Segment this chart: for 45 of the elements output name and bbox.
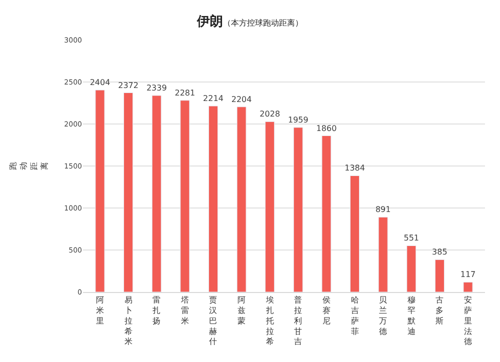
x-tick-label: 古多斯: [436, 296, 444, 326]
x-tick-label: 安萨里法德: [464, 296, 472, 346]
bar: [434, 259, 444, 292]
data-label: 2404: [90, 78, 110, 88]
x-tick-label: 贾汉巴赫什: [209, 296, 218, 346]
x-tick-label: 侯赛尼: [322, 296, 330, 326]
data-label: 117: [460, 270, 476, 280]
data-label: 2204: [231, 94, 252, 104]
x-tick-label: 阿兹蒙: [238, 296, 246, 326]
x-tick-label: 穆罕默迪: [406, 296, 416, 336]
x-tick-label: 塔雷米: [180, 296, 189, 326]
chart-title: 伊朗: [196, 13, 223, 30]
data-label: 2339: [146, 84, 167, 93]
chart-subtitle: （本方控球跑动距离）: [223, 18, 303, 28]
bar: [322, 136, 332, 292]
y-axis-title: 跑动距离: [8, 162, 49, 170]
data-label: 1860: [316, 124, 337, 133]
x-tick-label: 雷扎扬: [152, 296, 161, 326]
data-label: 2214: [203, 94, 224, 104]
data-label: 2372: [118, 80, 138, 90]
bar: [378, 216, 388, 292]
bar: [95, 90, 105, 292]
x-tick-label: 普拉利甘吉: [294, 296, 302, 346]
bar: [180, 100, 190, 292]
data-label: 2281: [174, 88, 196, 98]
bar: [124, 92, 134, 292]
bar: [236, 106, 246, 292]
x-tick-label: 易卜拉希米: [124, 296, 132, 346]
bar: [293, 127, 303, 292]
bar: [350, 175, 360, 292]
data-label: 551: [404, 234, 420, 243]
bar: [406, 245, 416, 292]
data-label: 1384: [344, 164, 365, 173]
x-tick-label: 埃扎托拉希: [264, 296, 274, 346]
bar: [265, 121, 275, 292]
bar: [463, 282, 473, 292]
data-label: 891: [375, 205, 391, 214]
data-label: 385: [432, 248, 448, 257]
x-tick-label: 阿米里: [96, 296, 104, 326]
x-tick-label: 哈吉萨菲: [350, 296, 359, 336]
x-tick-label: 贝兰万德: [379, 296, 388, 336]
bar: [208, 106, 218, 292]
bar: [152, 95, 162, 292]
data-label: 1959: [288, 115, 308, 124]
data-label: 2028: [260, 110, 280, 119]
